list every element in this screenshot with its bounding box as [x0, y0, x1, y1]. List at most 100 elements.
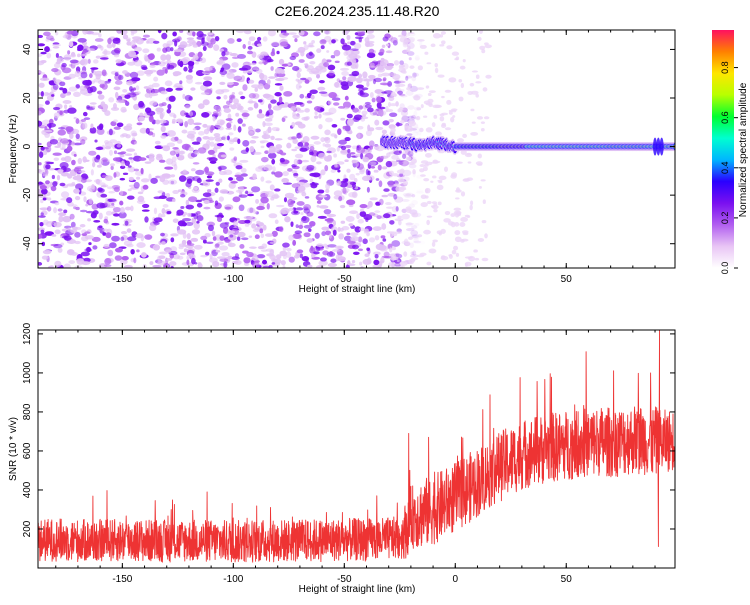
noise-blob — [274, 67, 283, 74]
noise-blob — [147, 53, 155, 60]
snr-y-axis-label: SNR (10 * v/v) — [8, 417, 19, 481]
noise-blob — [393, 183, 401, 187]
colorbar-tick-label: 0.6 — [720, 111, 730, 124]
noise-blob — [82, 156, 87, 163]
noise-blob — [74, 167, 80, 173]
noise-blob — [216, 216, 223, 223]
noise-blob — [444, 127, 452, 131]
snr-x-tick-label: 0 — [452, 574, 458, 585]
noise-blob — [47, 220, 56, 224]
noise-blob — [100, 193, 108, 198]
noise-blob — [361, 87, 369, 91]
noise-blob — [41, 255, 49, 260]
noise-blob — [203, 206, 211, 210]
noise-blob — [207, 224, 214, 232]
noise-blob — [63, 109, 70, 114]
snr-frame — [37, 329, 676, 569]
noise-blob — [399, 160, 409, 167]
noise-blob — [315, 246, 321, 252]
noise-blob — [172, 146, 179, 150]
noise-blob — [432, 175, 437, 179]
noise-blob — [119, 190, 124, 196]
noise-blob — [462, 232, 469, 236]
noise-blob — [369, 145, 373, 150]
noise-blob — [261, 156, 269, 163]
noise-blob — [405, 75, 413, 79]
noise-blob — [365, 129, 373, 137]
noise-blob — [416, 131, 422, 136]
noise-blob — [464, 261, 472, 267]
noise-blob — [410, 257, 419, 261]
noise-blob — [126, 41, 132, 46]
noise-blob — [424, 51, 429, 55]
noise-blob — [250, 186, 261, 193]
noise-blob — [149, 224, 157, 232]
noise-blob — [340, 145, 347, 151]
noise-blob — [404, 149, 411, 156]
noise-blob — [100, 57, 109, 60]
noise-blob — [70, 221, 76, 228]
noise-blob — [426, 215, 433, 218]
noise-blob — [241, 65, 252, 71]
noise-blob — [266, 58, 274, 63]
noise-blob — [450, 116, 455, 123]
noise-blob — [155, 175, 161, 179]
noise-blob — [98, 159, 104, 166]
noise-blob — [182, 243, 187, 248]
noise-blob — [215, 243, 220, 247]
noise-blob — [330, 133, 337, 137]
noise-blob — [274, 72, 279, 78]
noise-blob — [392, 256, 399, 261]
noise-blob — [162, 43, 168, 48]
noise-blob — [318, 260, 328, 266]
noise-blob — [183, 66, 188, 72]
noise-blob — [186, 259, 190, 266]
noise-blob — [313, 141, 322, 145]
noise-blob — [366, 231, 370, 237]
noise-blob — [130, 130, 137, 137]
noise-blob — [38, 162, 42, 166]
noise-blob — [150, 177, 158, 184]
noise-blob — [448, 111, 453, 115]
noise-blob — [428, 90, 436, 94]
noise-blob — [40, 146, 45, 151]
noise-blob — [451, 172, 458, 178]
noise-blob — [113, 126, 121, 130]
noise-blob — [293, 101, 304, 105]
noise-blob — [85, 203, 89, 207]
noise-blob — [104, 110, 111, 116]
noise-blob — [359, 261, 363, 266]
noise-blob — [208, 157, 218, 162]
noise-blob — [351, 70, 360, 77]
noise-blob — [60, 147, 65, 151]
noise-blob — [274, 188, 281, 192]
noise-blob — [351, 191, 358, 199]
noise-blob — [363, 229, 367, 234]
noise-blob — [123, 125, 133, 131]
noise-blob — [44, 168, 49, 176]
noise-blob — [376, 89, 385, 97]
noise-blob — [197, 51, 203, 58]
noise-blob — [62, 215, 72, 223]
noise-blob — [58, 212, 67, 217]
noise-blob — [62, 87, 68, 94]
noise-blob — [82, 122, 88, 129]
noise-blob — [346, 113, 353, 119]
noise-blob — [185, 43, 192, 47]
noise-blob — [211, 230, 216, 237]
noise-blob — [310, 135, 320, 140]
noise-blob — [388, 95, 395, 101]
noise-blob — [113, 172, 117, 178]
noise-blob — [241, 237, 249, 241]
noise-blob — [479, 45, 486, 50]
noise-blob — [149, 92, 159, 97]
noise-blob — [172, 253, 181, 260]
noise-blob — [282, 242, 290, 248]
noise-blob — [177, 229, 187, 235]
noise-blob — [125, 148, 136, 152]
noise-blob — [459, 221, 466, 228]
noise-blob — [244, 219, 251, 224]
noise-blob — [46, 35, 54, 41]
noise-blob — [143, 86, 150, 89]
noise-blob — [88, 242, 92, 246]
